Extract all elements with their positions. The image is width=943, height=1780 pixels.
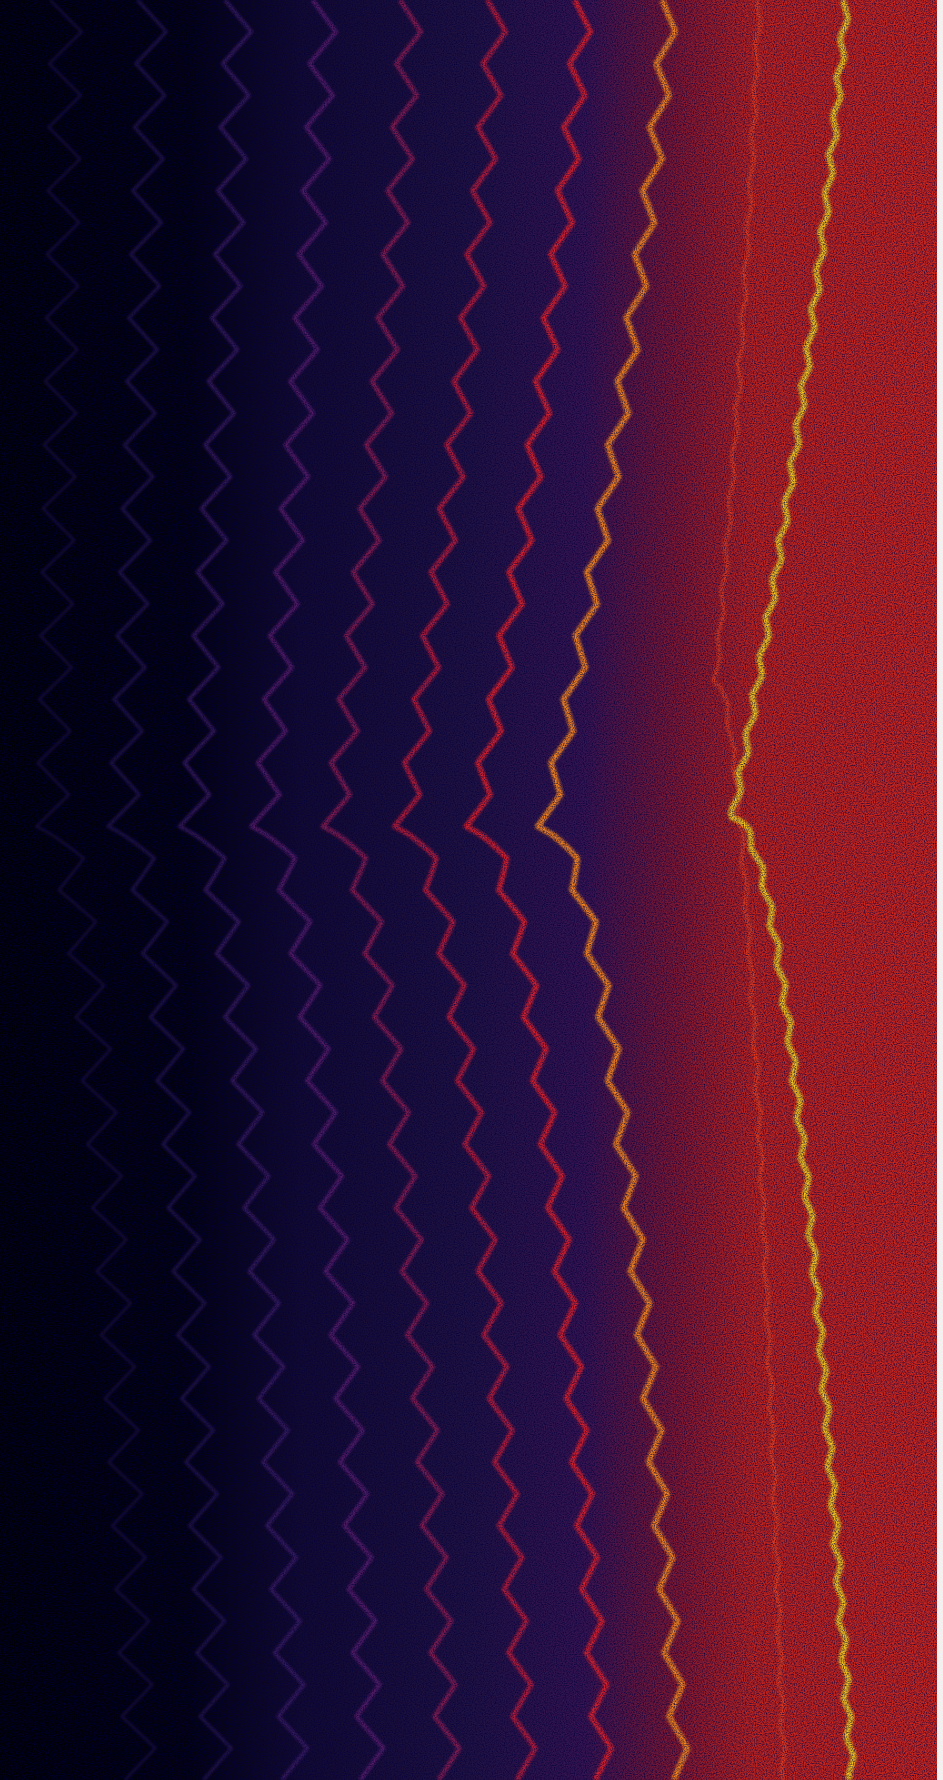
spectrogram: [0, 0, 943, 1780]
edge: [937, 0, 943, 1780]
noise: [0, 0, 943, 1780]
page: (() => { const data = JSON.parse(documen…: [0, 0, 943, 1780]
